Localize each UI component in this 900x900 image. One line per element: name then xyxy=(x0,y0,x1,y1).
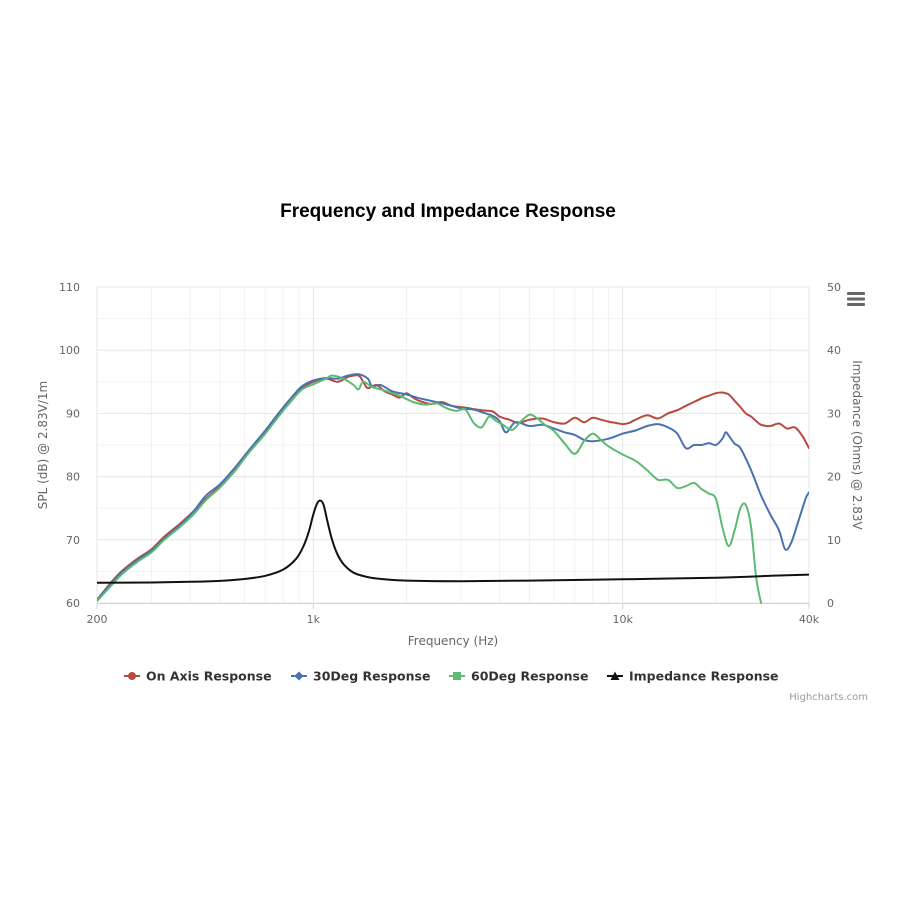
x-tick-label: 40k xyxy=(799,613,820,626)
x-tick-label: 200 xyxy=(87,613,108,626)
y2-tick-label: 40 xyxy=(827,344,841,357)
y2-tick-label: 10 xyxy=(827,534,841,547)
y-axis-title: SPL (dB) @ 2.83V/1m xyxy=(36,381,50,510)
y-tick-label: 110 xyxy=(59,281,80,294)
y-tick-label: 90 xyxy=(66,407,80,420)
legend-label[interactable]: 30Deg Response xyxy=(313,669,430,684)
x-tick-label: 1k xyxy=(307,613,321,626)
axes: 200 1k 10k 40k 60 70 80 90 100 110 0 10 20 30 40 50 xyxy=(59,281,841,626)
y-tick-label: 60 xyxy=(66,597,80,610)
y2-tick-label: 0 xyxy=(827,597,834,610)
y2-tick-label: 30 xyxy=(827,407,841,420)
y-tick-label: 80 xyxy=(66,471,80,484)
y2-tick-label: 50 xyxy=(827,281,841,294)
y2-axis-title: Impedance (Ohms) @ 2.83V xyxy=(850,360,864,530)
legend-label[interactable]: 60Deg Response xyxy=(471,669,588,684)
x-axis-title: Frequency (Hz) xyxy=(408,634,499,648)
y-tick-label: 100 xyxy=(59,344,80,357)
hamburger-menu-icon[interactable] xyxy=(844,288,868,310)
series-line-30deg-response[interactable] xyxy=(97,373,809,601)
legend: On Axis Response 30Deg Response 60Deg Resp… xyxy=(124,669,779,684)
legend-marker-square xyxy=(453,672,461,680)
series-group xyxy=(97,373,809,604)
series-line-impedance-response[interactable] xyxy=(97,499,809,584)
legend-marker-triangle xyxy=(610,671,620,680)
legend-label[interactable]: On Axis Response xyxy=(146,669,272,684)
legend-item[interactable]: On Axis Response xyxy=(124,669,272,684)
x-tick-label: 10k xyxy=(613,613,634,626)
series-line-on-axis-response[interactable] xyxy=(97,374,809,601)
y-tick-label: 70 xyxy=(66,534,80,547)
series-line-60deg-response[interactable] xyxy=(97,374,763,604)
legend-item[interactable]: Impedance Response xyxy=(607,669,779,684)
chart-title: Frequency and Impedance Response xyxy=(280,201,616,222)
legend-item[interactable]: 60Deg Response xyxy=(449,669,588,684)
legend-marker-diamond xyxy=(294,671,304,681)
credits-link[interactable]: Highcharts.com xyxy=(789,692,868,703)
legend-label[interactable]: Impedance Response xyxy=(629,669,779,684)
legend-item[interactable]: 30Deg Response xyxy=(291,669,430,684)
legend-marker-circle xyxy=(128,672,136,680)
y2-tick-label: 20 xyxy=(827,471,841,484)
